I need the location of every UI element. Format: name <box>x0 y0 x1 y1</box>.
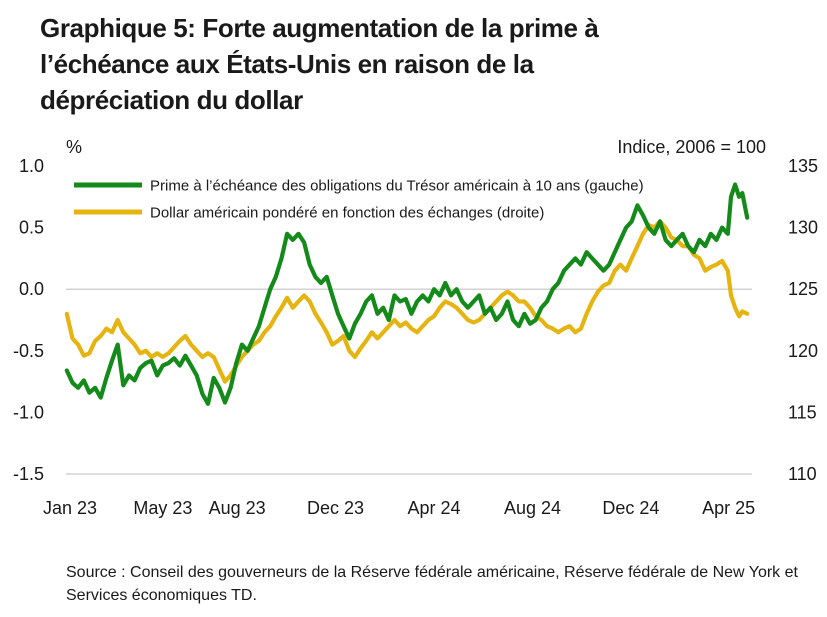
chart-title-line-1: Graphique 5: Forte augmentation de la pr… <box>40 13 599 43</box>
chart-title-line-2: l’échéance aux États-Unis en raison de l… <box>40 49 534 79</box>
legend-label-treasury-term-premium: Prime à l’échéance des obligations du Tr… <box>150 178 644 195</box>
source-note: Source : Conseil des gouverneurs de la R… <box>66 564 798 604</box>
y-right-tick-label: 130 <box>788 218 818 238</box>
y-right-tick-label: 135 <box>788 156 818 176</box>
legend-label-trade-weighted-dollar: Dollar américain pondéré en fonction des… <box>150 205 544 222</box>
y-right-tick-label: 120 <box>788 341 818 361</box>
right-axis-label: Indice, 2006 = 100 <box>617 137 766 157</box>
axes: 1.0 0.5 0.0 -0.5 -1.0 -1.5 135 130 125 120 115 110 J… <box>13 156 818 518</box>
chart-title: Graphique 5: Forte augmentation de la pr… <box>40 10 800 118</box>
y-right-tick-label: 110 <box>788 464 817 484</box>
series-line-trade-weighted-dollar <box>64 219 750 384</box>
x-tick-label: May 23 <box>133 498 192 518</box>
y-left-tick-label: -1.5 <box>13 464 44 484</box>
y-right-tick-label: 115 <box>788 402 817 422</box>
x-tick-label: Jan 23 <box>43 498 97 518</box>
y-left-tick-label: 0.5 <box>19 218 44 238</box>
chart-title-line-3: dépréciation du dollar <box>40 85 303 115</box>
x-tick-label: Dec 24 <box>602 498 659 518</box>
x-tick-label: Dec 23 <box>307 498 364 518</box>
series-layer <box>64 182 750 406</box>
y-left-tick-label: -0.5 <box>13 341 44 361</box>
x-tick-label: Aug 23 <box>209 498 266 518</box>
legend: Prime à l’échéance des obligations du Tr… <box>74 178 644 222</box>
x-tick-label: Aug 24 <box>504 498 561 518</box>
series-line-treasury-term-premium <box>64 182 750 406</box>
y-left-tick-label: 0.0 <box>19 279 44 299</box>
y-right-tick-label: 125 <box>788 279 818 299</box>
line-chart: % Indice, 2006 = 100 1.0 0.5 0.0 -0.5 -1.0 -1… <box>13 137 818 518</box>
y-left-tick-label: -1.0 <box>13 402 44 422</box>
y-left-tick-label: 1.0 <box>19 156 44 176</box>
x-tick-label: Apr 24 <box>407 498 460 518</box>
left-axis-label: % <box>66 137 82 157</box>
x-tick-label: Apr 25 <box>702 498 755 518</box>
